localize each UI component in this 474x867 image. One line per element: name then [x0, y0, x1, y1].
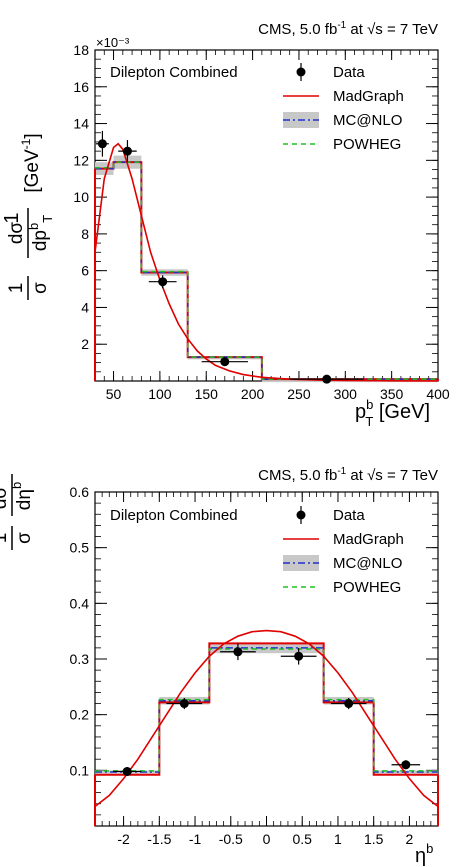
data-point — [122, 146, 132, 156]
x-tick-label: 350 — [380, 386, 404, 402]
y-tick-label: 0.3 — [70, 651, 90, 667]
panel1-ylabel: 1 — [1, 212, 23, 223]
powheg-line — [95, 648, 438, 772]
x-tick-label: -2 — [117, 831, 130, 847]
data-point — [344, 699, 354, 709]
svg-text:dηb: dηb — [9, 482, 35, 510]
svg-text:dσ: dσ — [0, 487, 11, 510]
powheg-line — [95, 161, 438, 380]
svg-text:dσ: dσ — [6, 222, 27, 245]
x-tick-label: 300 — [334, 386, 358, 402]
svg-text:1: 1 — [0, 533, 11, 544]
x-tick-label: 100 — [148, 386, 172, 402]
panel1-ylabel-main: σ 1 dpbT dσ [GeV-1] — [6, 133, 55, 300]
legend-powheg-label: POWHEG — [333, 136, 401, 153]
madgraph-curve — [94, 142, 439, 382]
x-tick-label: 0 — [263, 831, 271, 847]
x-tick-label: -0.5 — [219, 831, 243, 847]
y-tick-label: 12 — [73, 152, 89, 168]
x-tick-label: 1.5 — [364, 831, 384, 847]
y-tick-label: 10 — [73, 189, 89, 205]
x-tick-label: -1 — [189, 831, 202, 847]
panel1-label: Dilepton Combined — [110, 64, 238, 81]
y-tick-label: 6 — [81, 263, 89, 279]
panel1-plot: 50 100 150 200 250 300 350 400 2 4 6 8 10 12 14 16 18 Dat… — [73, 42, 449, 402]
svg-text:σ: σ — [14, 532, 35, 544]
y-tick-label: 0.4 — [70, 595, 90, 611]
data-point — [294, 651, 304, 661]
panel1-exponent: ×10⁻³ — [96, 35, 130, 50]
x-tick-label: 250 — [287, 386, 311, 402]
x-tick-label: 50 — [106, 386, 122, 402]
y-tick-label: 4 — [81, 299, 89, 315]
x-tick-label: 200 — [241, 386, 265, 402]
svg-text:1: 1 — [6, 283, 27, 294]
data-point — [97, 139, 107, 149]
y-tick-label: 0.6 — [70, 484, 90, 500]
panel2-header: CMS, 5.0 fb-1 at √s = 7 TeV — [258, 466, 438, 484]
y-tick-label: 16 — [73, 79, 89, 95]
y-tick-label: 2 — [81, 336, 89, 352]
y-tick-label: 8 — [81, 226, 89, 242]
svg-text:σ: σ — [30, 282, 51, 294]
legend-data-label: Data — [333, 507, 365, 524]
x-tick-label: 0.5 — [292, 831, 312, 847]
panel2-plot: -2 -1.5 -1 -0.5 0 0.5 1 1.5 2 0.1 0.2 0.3 0.4 0.5 0.6 D… — [70, 484, 439, 847]
legend-madgraph-label: MadGraph — [333, 531, 404, 548]
data-point — [401, 760, 411, 770]
data-point — [122, 766, 132, 776]
x-tick-label: 2 — [406, 831, 414, 847]
legend-madgraph-label: MadGraph — [333, 88, 404, 105]
madgraph-histogram — [95, 642, 438, 776]
data-point — [322, 374, 332, 384]
legend-mcatnlo-label: MC@NLO — [333, 555, 402, 572]
svg-text:1: 1 — [1, 212, 23, 223]
y-tick-label: 14 — [73, 116, 89, 132]
legend-powheg-label: POWHEG — [333, 579, 401, 596]
data-point — [233, 647, 243, 657]
legend-mcatnlo-label: MC@NLO — [333, 112, 402, 129]
y-tick-label: 0.5 — [70, 540, 90, 556]
y-tick-label: 0.2 — [70, 707, 90, 723]
svg-text:dpbT: dpbT — [26, 215, 55, 251]
data-point — [158, 277, 168, 287]
panel2-label: Dilepton Combined — [110, 507, 238, 524]
data-point — [220, 357, 230, 367]
x-tick-label: 150 — [195, 386, 219, 402]
x-tick-label: 1 — [334, 831, 342, 847]
mcatnlo-line — [95, 647, 438, 773]
svg-text:[GeV-1]: [GeV-1] — [19, 133, 43, 192]
x-tick-label: -1.5 — [147, 831, 171, 847]
panel2-xlabel: ηb — [415, 841, 433, 867]
y-tick-label: 18 — [73, 42, 89, 58]
y-tick-label: 0.1 — [70, 762, 90, 778]
x-tick-label: 400 — [426, 386, 450, 402]
panel1-header: CMS, 5.0 fb-1 at √s = 7 TeV — [258, 20, 438, 38]
panel2-ylabel: σ 1 dηb dσ — [0, 474, 35, 550]
data-point — [179, 699, 189, 709]
mcatnlo-band — [266, 642, 324, 654]
madgraph-curve — [94, 629, 439, 808]
legend-data-label: Data — [333, 64, 365, 81]
